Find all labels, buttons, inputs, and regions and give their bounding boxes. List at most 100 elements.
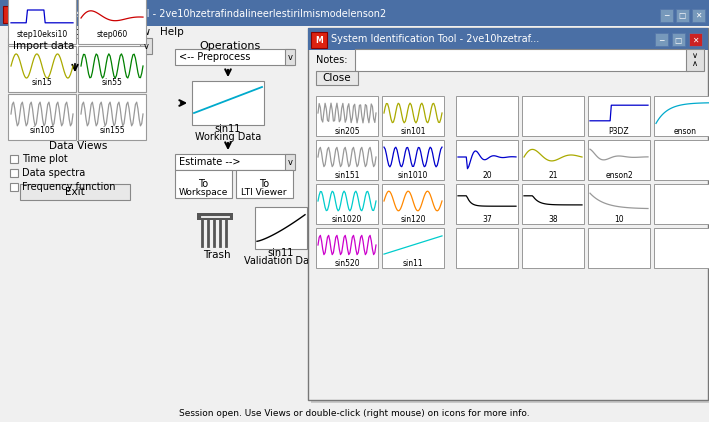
Bar	[285, 49, 295, 65]
Bar	[430, 156, 438, 164]
Text: Session open. Use Views or double-click (right mouse) on icons for more info.: Session open. Use Views or double-click …	[179, 409, 530, 419]
Bar	[316, 71, 358, 85]
Text: Noise spectrum: Noise spectrum	[442, 183, 518, 193]
Text: Transient resp: Transient resp	[322, 183, 391, 193]
Text: Data spectra: Data spectra	[22, 168, 85, 178]
Text: enson: enson	[674, 127, 696, 135]
Text: sin520: sin520	[334, 259, 359, 268]
Bar	[285, 154, 295, 170]
Text: Frequency resp: Frequency resp	[442, 155, 517, 165]
Text: Time plot: Time plot	[22, 154, 68, 164]
Text: enson2: enson2	[605, 170, 633, 179]
Bar	[654, 184, 709, 224]
Text: sin11: sin11	[268, 248, 294, 258]
Bar	[522, 140, 584, 180]
Bar	[175, 170, 232, 198]
Text: sin11: sin11	[215, 124, 241, 134]
Bar	[10, 155, 18, 163]
Text: ─: ─	[664, 11, 669, 19]
Text: sin1010: sin1010	[398, 170, 428, 179]
Text: Trash: Trash	[203, 250, 231, 260]
Bar	[308, 28, 708, 400]
Text: Data Views: Data Views	[49, 141, 107, 151]
Bar	[10, 169, 18, 177]
Bar	[311, 31, 709, 403]
Text: step10eksi10: step10eksi10	[16, 30, 67, 39]
Text: sin120: sin120	[401, 214, 425, 224]
Text: v: v	[288, 157, 293, 167]
Bar	[522, 228, 584, 268]
Bar	[535, 156, 543, 164]
Text: sin155: sin155	[99, 126, 125, 135]
Text: sin55: sin55	[101, 78, 123, 87]
Bar	[382, 184, 444, 224]
Text: Help: Help	[160, 27, 184, 37]
Text: sin1020: sin1020	[332, 214, 362, 224]
Bar	[522, 96, 584, 136]
Text: LTI Viewer: LTI Viewer	[241, 187, 286, 197]
Bar	[255, 207, 307, 249]
Bar	[382, 96, 444, 136]
Text: Frequency function: Frequency function	[22, 182, 116, 192]
Bar	[654, 140, 709, 180]
Bar	[8, 0, 76, 44]
Bar	[78, 94, 146, 140]
Bar	[654, 96, 709, 136]
Text: To: To	[259, 179, 269, 189]
Text: e again.: e again.	[672, 137, 709, 147]
Text: ∧: ∧	[692, 59, 698, 68]
Bar	[8, 94, 76, 140]
Text: Zeros and poles: Zeros and poles	[442, 169, 520, 179]
Bar	[311, 32, 327, 48]
Text: Model output: Model output	[322, 155, 386, 165]
Bar	[588, 96, 650, 136]
Bar	[588, 184, 650, 224]
Bar	[310, 156, 318, 164]
Text: sin101: sin101	[401, 127, 425, 135]
Text: v: v	[288, 52, 293, 62]
Text: sin15: sin15	[32, 78, 52, 87]
Bar	[456, 184, 518, 224]
Bar	[236, 170, 293, 198]
Text: v: v	[143, 41, 148, 51]
Text: P3DZ: P3DZ	[609, 127, 630, 135]
Text: sin105: sin105	[29, 126, 55, 135]
Text: Estimate -->: Estimate -->	[179, 157, 240, 167]
Bar	[430, 170, 438, 178]
Text: Options: Options	[60, 27, 101, 37]
Bar	[197, 213, 233, 216]
Bar	[382, 140, 444, 180]
Bar	[78, 46, 146, 92]
Bar	[692, 9, 705, 22]
Text: Window: Window	[110, 27, 151, 37]
Text: □: □	[674, 35, 681, 44]
Text: Import data: Import data	[13, 41, 74, 51]
Bar	[175, 154, 293, 170]
Bar	[8, 46, 76, 92]
Text: Operations: Operations	[199, 41, 261, 51]
Text: Workspace: Workspace	[178, 187, 228, 197]
Bar	[310, 170, 318, 178]
Bar	[197, 216, 233, 220]
Text: sin11: sin11	[403, 259, 423, 268]
Bar	[8, 38, 148, 54]
Bar	[686, 49, 704, 71]
Bar	[10, 183, 18, 191]
Text: File: File	[10, 27, 28, 37]
Text: sin205: sin205	[334, 127, 359, 135]
Text: Exit: Exit	[65, 187, 85, 197]
Bar	[588, 140, 650, 180]
Text: 38: 38	[548, 214, 558, 224]
Text: ─: ─	[659, 35, 664, 44]
Bar	[200, 215, 230, 218]
Bar	[316, 140, 378, 180]
Text: System Identification Tool - 2ve10hzetrafindalineerlestirilmismodelenson2: System Identification Tool - 2ve10hzetra…	[24, 9, 386, 19]
Text: System Identification Tool - 2ve10hzetraf...: System Identification Tool - 2ve10hzetra…	[331, 34, 540, 44]
Text: Notes:: Notes:	[316, 55, 347, 65]
Bar	[175, 49, 293, 65]
Bar	[456, 228, 518, 268]
Text: Close: Close	[323, 73, 352, 83]
Text: Working Data: Working Data	[195, 132, 261, 142]
Text: 20: 20	[482, 170, 492, 179]
Bar	[456, 96, 518, 136]
